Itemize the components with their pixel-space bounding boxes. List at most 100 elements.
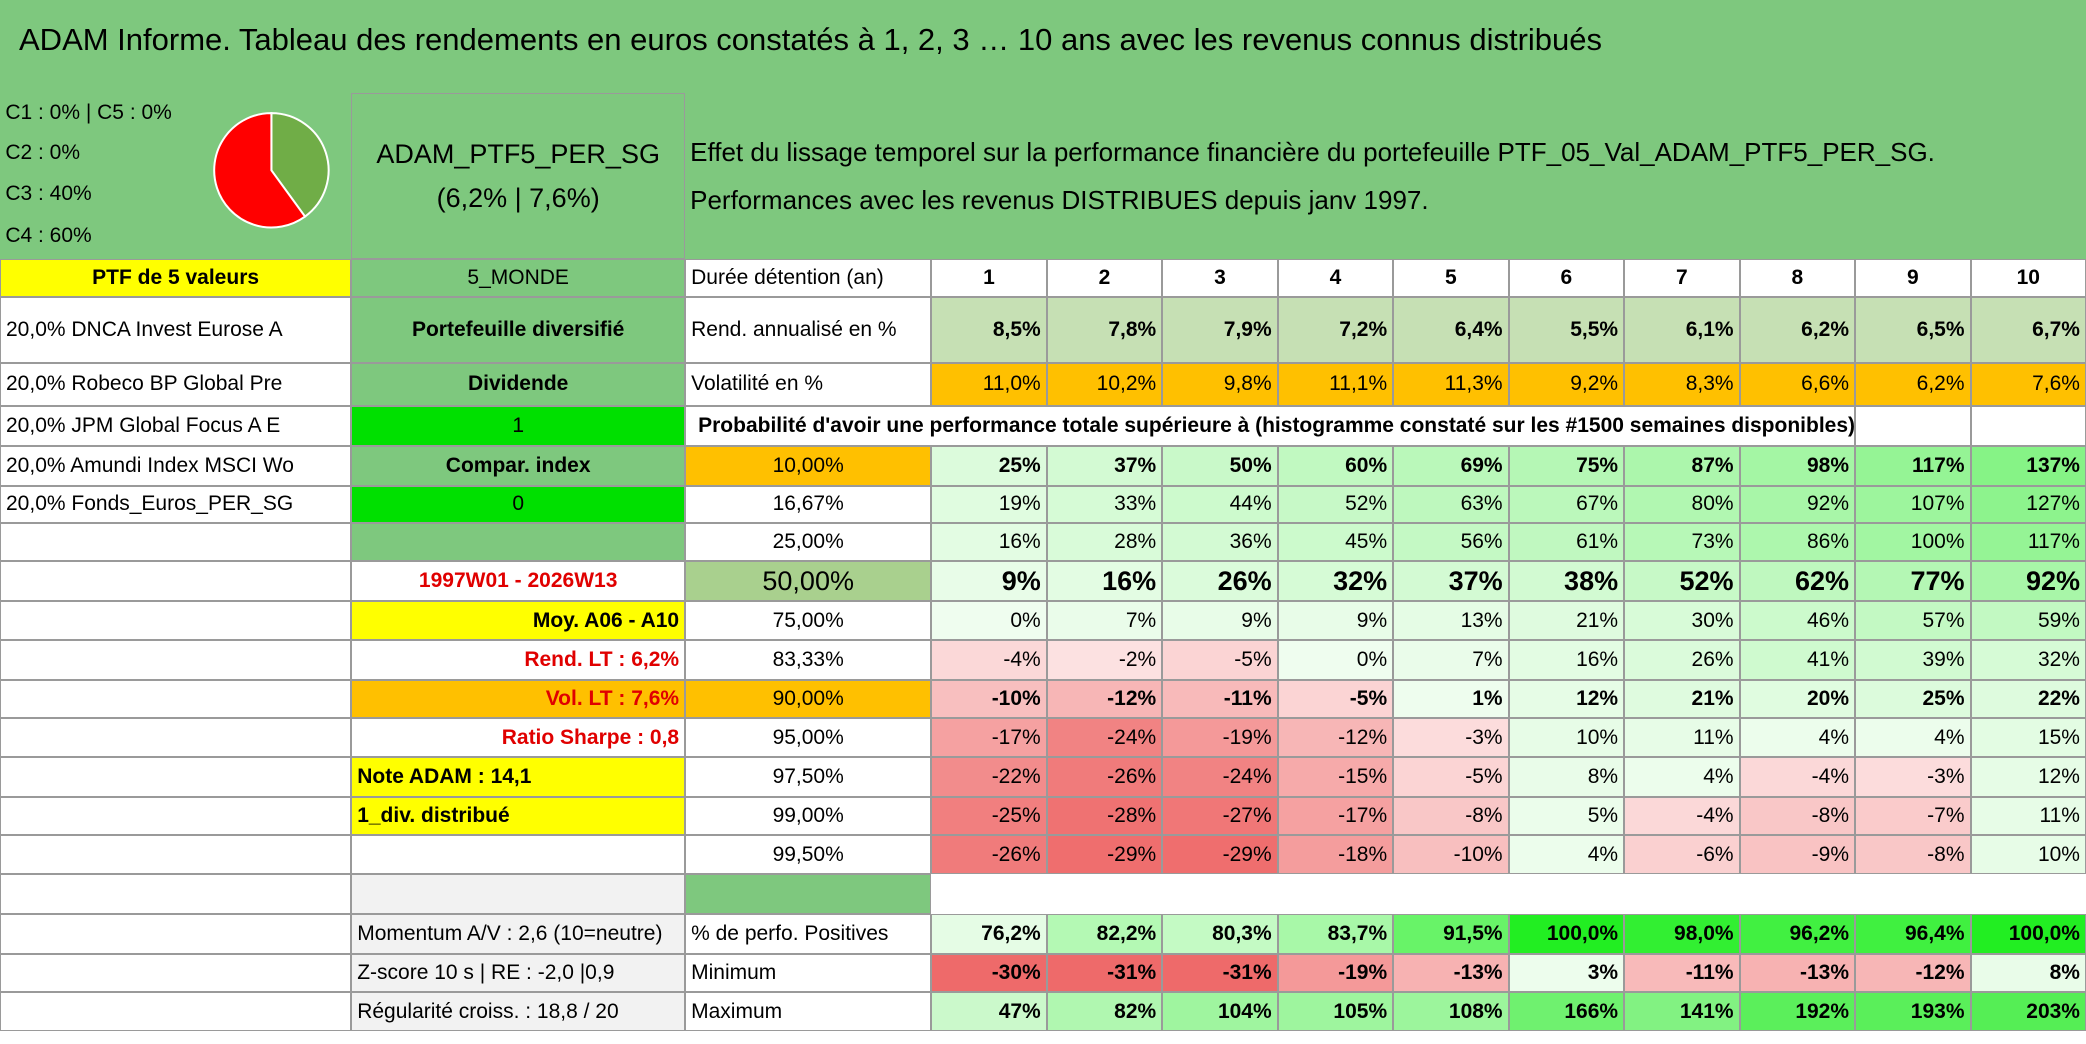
- value: 4%: [1624, 756, 1740, 797]
- value: -11%: [1162, 679, 1278, 719]
- value: -25%: [931, 796, 1047, 836]
- year: 7: [1624, 259, 1740, 297]
- value: 107%: [1855, 485, 1971, 523]
- value: -30%: [931, 953, 1047, 993]
- value: -22%: [931, 756, 1047, 797]
- value: 44%: [1162, 485, 1278, 523]
- value: 16%: [1046, 561, 1163, 602]
- value: 62%: [1739, 561, 1856, 602]
- value: 108%: [1393, 992, 1509, 1032]
- value: 67%: [1508, 485, 1625, 523]
- pie-slice: [213, 112, 307, 229]
- quantile-label: 99,50%: [685, 835, 932, 875]
- value: 4%: [1508, 835, 1625, 875]
- value: -31%: [1046, 953, 1163, 993]
- value: 7%: [1046, 601, 1163, 640]
- value: 25%: [1855, 679, 1971, 719]
- title: ADAM Informe. Tableau des rendements en …: [19, 22, 1603, 57]
- value: 8,3%: [1624, 363, 1740, 406]
- value: 20%: [1739, 679, 1856, 719]
- value: -5%: [1162, 639, 1278, 680]
- value: 13%: [1393, 601, 1509, 640]
- value: -7%: [1855, 796, 1971, 836]
- value: 37%: [1393, 561, 1509, 602]
- value: 92%: [1970, 561, 2086, 602]
- cell: [931, 874, 1047, 914]
- cell: [1855, 405, 1971, 446]
- cell: [0, 913, 352, 954]
- info-cell: 5_MONDE: [351, 259, 686, 297]
- value: 83,7%: [1277, 913, 1394, 954]
- cell: [1970, 405, 2086, 446]
- value: 166%: [1508, 992, 1625, 1032]
- value: -9%: [1739, 835, 1856, 875]
- quantile-label: 75,00%: [685, 601, 932, 640]
- value: -8%: [1393, 796, 1509, 836]
- value: 33%: [1046, 485, 1163, 523]
- cell: [1162, 874, 1278, 914]
- info-cell: Dividende: [351, 363, 686, 406]
- value: -28%: [1046, 796, 1163, 836]
- value: -4%: [931, 639, 1047, 680]
- value: 80%: [1624, 485, 1740, 523]
- value: -24%: [1046, 718, 1163, 757]
- value: 11,3%: [1393, 363, 1509, 406]
- value: 9%: [931, 561, 1047, 602]
- value: -24%: [1162, 756, 1278, 797]
- value: 10%: [1508, 718, 1625, 757]
- value: 76,2%: [931, 913, 1047, 954]
- fund: 20,0% Robeco BP Global Pre: [0, 363, 352, 406]
- value: -4%: [1739, 756, 1856, 797]
- value: -5%: [1393, 756, 1509, 797]
- value: 11%: [1970, 796, 2086, 836]
- cell: [1508, 874, 1625, 914]
- year: 1: [931, 259, 1047, 297]
- value: 60%: [1277, 445, 1394, 486]
- cell: [0, 835, 352, 875]
- value: -13%: [1739, 953, 1856, 993]
- value: -29%: [1046, 835, 1163, 875]
- cell: [685, 874, 932, 914]
- value: 47%: [931, 992, 1047, 1032]
- quantile-label: 10,00%: [685, 445, 932, 486]
- allocation-line: C4 : 60%: [5, 223, 92, 247]
- value: 41%: [1739, 639, 1856, 680]
- cell: [0, 522, 352, 562]
- quantile-label: 25,00%: [685, 522, 932, 562]
- value: 59%: [1970, 601, 2086, 640]
- value: 61%: [1508, 522, 1625, 562]
- value: 3%: [1508, 953, 1625, 993]
- value: -10%: [931, 679, 1047, 719]
- year: 10: [1970, 259, 2086, 297]
- value: -2%: [1046, 639, 1163, 680]
- value: 203%: [1970, 992, 2086, 1032]
- value: 52%: [1624, 561, 1740, 602]
- value: -3%: [1855, 756, 1971, 797]
- value: 32%: [1970, 639, 2086, 680]
- value: -17%: [931, 718, 1047, 757]
- value: 9,2%: [1508, 363, 1625, 406]
- info-cell: Rend. LT : 6,2%: [351, 639, 686, 680]
- value: 12%: [1970, 756, 2086, 797]
- fund: 20,0% DNCA Invest Eurose A: [0, 296, 352, 364]
- cell: [1624, 874, 1740, 914]
- value: 100,0%: [1970, 913, 2086, 954]
- value: 8%: [1970, 953, 2086, 993]
- value: 50%: [1162, 445, 1278, 486]
- value: 57%: [1855, 601, 1971, 640]
- pie-slice: [270, 112, 330, 218]
- value: 38%: [1508, 561, 1625, 602]
- allocation-pie: [213, 112, 330, 229]
- value: 16%: [1508, 639, 1625, 680]
- cell: [1277, 874, 1394, 914]
- value: 104%: [1162, 992, 1278, 1032]
- row-label: Volatilité en %: [685, 363, 932, 406]
- value: 32%: [1277, 561, 1394, 602]
- cell: [0, 992, 352, 1032]
- value: 4%: [1739, 718, 1856, 757]
- value: -17%: [1277, 796, 1394, 836]
- cell: [0, 953, 352, 993]
- value: 22%: [1970, 679, 2086, 719]
- fund: 20,0% Amundi Index MSCI Wo: [0, 445, 352, 486]
